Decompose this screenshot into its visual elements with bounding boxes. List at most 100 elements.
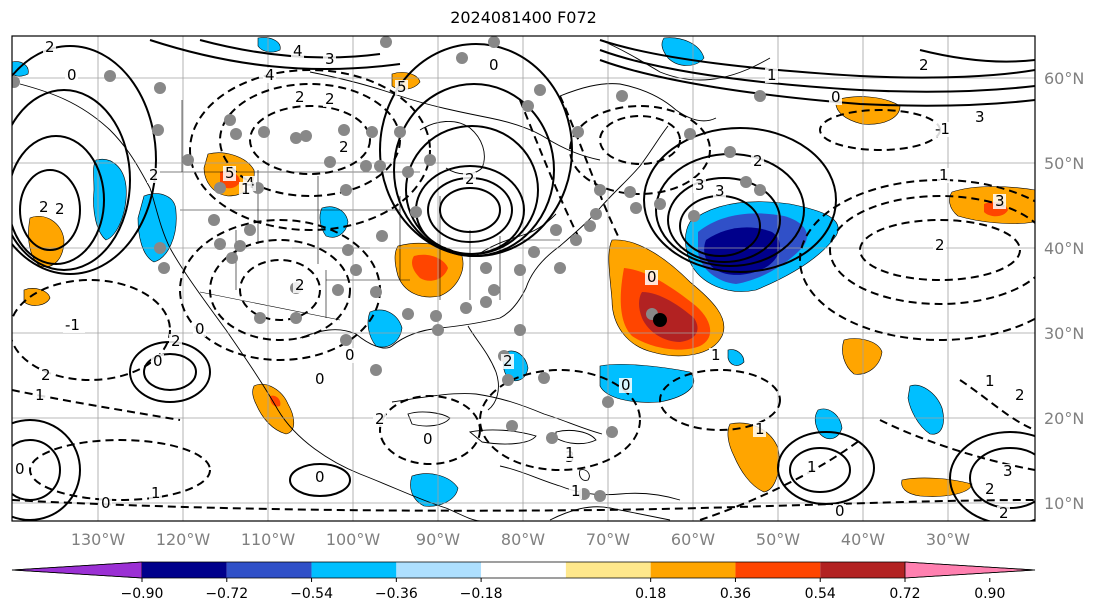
contour-label-bg <box>99 496 112 511</box>
colorbar-tick-label: −0.72 <box>205 586 248 602</box>
contour-label-bg <box>313 470 326 485</box>
contour-label: -1 <box>935 120 950 138</box>
contour-label: 2 <box>503 352 513 370</box>
contour-label: 1 <box>755 420 765 438</box>
contour-label: 0 <box>67 66 77 84</box>
lon-label: 110°W <box>241 530 296 549</box>
colorbar-under-triangle <box>11 561 143 579</box>
contour-label: 1 <box>939 166 949 184</box>
contour-label-bg <box>43 40 56 55</box>
colorbar-segment <box>311 562 397 578</box>
lon-label: 60°W <box>671 530 715 549</box>
colorbar-tick-label: −0.36 <box>375 586 418 602</box>
lon-label: 50°W <box>756 530 800 549</box>
lon-label: 40°W <box>841 530 885 549</box>
contour-label-bg <box>421 432 434 447</box>
contour-label-bg <box>63 318 85 333</box>
contour-label: 0 <box>423 430 433 448</box>
contour-label: 0 <box>647 268 657 286</box>
contour-label: 2 <box>985 480 995 498</box>
contour-label: 3 <box>325 50 335 68</box>
contour-label: 1 <box>565 444 575 462</box>
contour-label-bg <box>323 92 336 107</box>
contour-label: 3 <box>995 192 1005 210</box>
contour-label-bg <box>13 462 26 477</box>
coastlines <box>19 39 771 521</box>
contour-label: 2 <box>149 166 159 184</box>
contour-label: 3 <box>1003 462 1013 480</box>
colorbar-segment <box>396 562 482 578</box>
contour-label: 0 <box>345 346 355 364</box>
colorbar-segment <box>565 562 651 578</box>
colorbar-tick-label: −0.18 <box>460 586 503 602</box>
plot-frame <box>11 35 1036 522</box>
colorbar-tick-label: −0.54 <box>290 586 333 602</box>
contour-label: 2 <box>753 152 763 170</box>
dashed-contours <box>12 69 1035 521</box>
contour-label: 2 <box>375 410 385 428</box>
colorbar-segment <box>650 562 736 578</box>
contour-label: 5 <box>397 78 407 96</box>
lon-label: 100°W <box>326 530 381 549</box>
contour-label-bg <box>937 168 950 183</box>
contour-label: 4 <box>265 66 275 84</box>
contour-label: 2 <box>465 170 475 188</box>
borders <box>150 100 560 321</box>
contour-label-bg <box>337 140 350 155</box>
contour-label-bg <box>239 182 252 197</box>
contour-label-bg <box>713 184 726 199</box>
lon-label: 120°W <box>156 530 211 549</box>
contour-label: 3 <box>695 176 705 194</box>
contour-label: 2 <box>1015 386 1025 404</box>
contour-label: 0 <box>835 502 845 520</box>
contour-label-bg <box>291 44 304 59</box>
contour-label-bg <box>501 354 514 369</box>
contour-label: 5 <box>225 164 235 182</box>
contour-label-bg <box>293 278 306 293</box>
map-plot-area: 204322045120-1322320323452212-1210223201… <box>12 36 1035 521</box>
contour-label-bg <box>917 58 930 73</box>
contour-label: 2 <box>45 38 55 56</box>
contour-label-bg <box>147 168 160 183</box>
contour-label: 2 <box>295 88 305 106</box>
contour-label-bg <box>343 348 356 363</box>
contour-label: 1 <box>807 458 817 476</box>
lat-label: 10°N <box>1044 494 1084 513</box>
contour-label-bg <box>973 110 986 125</box>
contour-label: 3 <box>975 108 985 126</box>
colorbar-segment <box>481 562 566 578</box>
contour-label-bg <box>1013 388 1026 403</box>
contour-label-bg <box>149 486 162 501</box>
contour-label: -1 <box>65 316 80 334</box>
contour-label: 0 <box>15 460 25 478</box>
lon-label: 130°W <box>71 530 126 549</box>
colorbar-tick-label: 0.72 <box>889 586 920 602</box>
contour-label: 0 <box>315 370 325 388</box>
contour-label-bg <box>983 374 996 389</box>
contour-label: 1 <box>241 180 251 198</box>
contour-label-bg <box>983 482 996 497</box>
contour-label: 2 <box>919 56 929 74</box>
lon-label: 90°W <box>416 530 460 549</box>
contour-label-bg <box>39 368 52 383</box>
contour-label-bg <box>993 194 1006 209</box>
contour-label-bg <box>313 372 326 387</box>
colorbar-tick-label: −0.90 <box>121 586 164 602</box>
contour-label-bg <box>263 68 276 83</box>
contour-label: 4 <box>293 42 303 60</box>
contour-label-bg <box>997 506 1010 521</box>
contour-label: 0 <box>621 376 631 394</box>
contour-label-bg <box>151 354 164 369</box>
contour-label: 1 <box>151 484 161 502</box>
contour-label: 2 <box>325 90 335 108</box>
latitude-labels: 60°N 50°N 40°N 30°N 20°N 10°N <box>1044 69 1084 513</box>
lat-label: 40°N <box>1044 239 1084 258</box>
contour-label-bg <box>53 202 66 217</box>
colorbar-tick-label: 0.18 <box>635 586 666 602</box>
contour-label: 3 <box>715 182 725 200</box>
contour-label: 1 <box>767 66 777 84</box>
contour-label: 1 <box>571 482 581 500</box>
contour-label-bg <box>487 58 500 73</box>
contour-label-bg <box>169 334 182 349</box>
